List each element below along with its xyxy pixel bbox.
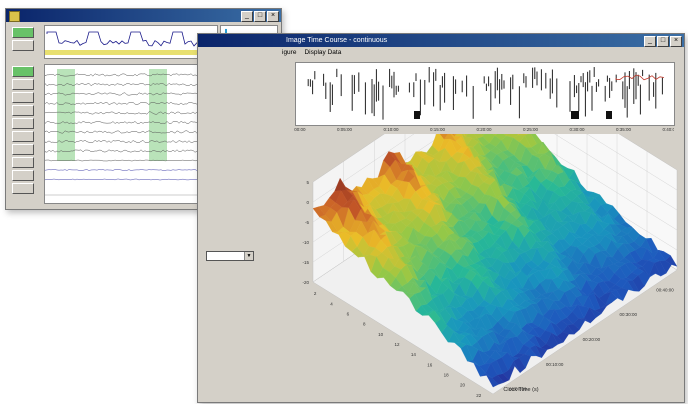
surface-cell — [463, 134, 466, 137]
back-close-button[interactable]: × — [267, 11, 279, 22]
sidebar-button-4[interactable] — [12, 92, 34, 103]
surface-cell — [481, 134, 485, 137]
raster-tick-label: 0:25:00 — [523, 127, 539, 132]
sidebar-button-11[interactable] — [12, 183, 34, 194]
raster-block-2 — [606, 111, 612, 119]
sidebar-button-6[interactable] — [12, 118, 34, 129]
highlight-region-0 — [57, 69, 75, 161]
raster-block-0 — [414, 111, 420, 119]
top-trace-plot — [45, 31, 217, 55]
time-tick-label: 00:10:00 — [546, 362, 564, 367]
back-window-titlebar[interactable]: _ □ × — [6, 9, 281, 22]
time-axis-label: Clock Time (s) — [503, 387, 538, 393]
x-tick-label: 2 — [314, 291, 317, 296]
sidebar-button-7[interactable] — [12, 131, 34, 142]
raster-tick-label: 0:35:00 — [616, 127, 632, 132]
z-tick-label: -5 — [305, 220, 309, 225]
sidebar-button-0[interactable] — [12, 27, 34, 38]
back-minimize-button[interactable]: _ — [241, 11, 253, 22]
z-tick-label: -20 — [302, 280, 309, 285]
surface-cell — [451, 134, 456, 137]
x-tick-label: 6 — [347, 311, 350, 316]
raster-x-axis: 0:00:00 0:05:00 0:10:00 0:15:00 0:20:00 0:25:… — [294, 127, 674, 132]
raster-tick-label: 0:05:00 — [337, 127, 353, 132]
back-top-trace-panel — [44, 25, 218, 59]
raster-red-trace — [615, 74, 665, 81]
z-tick-label: 0 — [306, 200, 309, 205]
raster-block-1 — [571, 111, 579, 119]
surface-plot: -20 -15 -10 -5 0 5 2 4 6 8 10 12 14 16 18 20 22 00:00:00 0… — [302, 134, 678, 398]
x-tick-label: 8 — [363, 322, 366, 327]
raster-tick-label: 0:30:00 — [569, 127, 585, 132]
sidebar-button-10[interactable] — [12, 170, 34, 181]
z-tick-label: -15 — [302, 260, 309, 265]
x-tick-label: 14 — [411, 352, 417, 357]
menu-item-1[interactable]: Display Data — [304, 49, 342, 56]
sidebar-button-5[interactable] — [12, 105, 34, 116]
chevron-down-icon[interactable]: ▼ — [244, 252, 253, 260]
raster-panel — [295, 62, 675, 126]
x-tick-label: 22 — [476, 393, 482, 398]
raster-tick-label: 0:20:00 — [476, 127, 492, 132]
menu-item-0[interactable]: igure — [282, 49, 297, 56]
front-maximize-button[interactable]: □ — [657, 36, 669, 47]
sidebar-button-2[interactable] — [12, 66, 34, 77]
front-window-titlebar[interactable]: Image Time Course - continuous _ □ × — [198, 34, 684, 47]
top-trace-line — [46, 31, 213, 47]
x-tick-label: 4 — [330, 301, 333, 306]
surface-cell — [312, 206, 326, 218]
x-tick-label: 18 — [444, 373, 450, 378]
front-close-button[interactable]: × — [670, 36, 682, 47]
time-tick-label: 00:20:00 — [583, 337, 601, 342]
raster-plot — [307, 67, 665, 120]
top-trace-band — [45, 50, 217, 55]
x-tick-label: 12 — [394, 342, 400, 347]
front-window: Image Time Course - continuous _ □ × igure… — [197, 33, 685, 403]
sidebar-button-3[interactable] — [12, 79, 34, 90]
app-icon — [9, 11, 20, 22]
highlight-region-1 — [149, 69, 167, 161]
time-tick-label: 00:00:00 — [509, 387, 527, 392]
front-window-title: Image Time Course - continuous — [286, 37, 388, 44]
raster-tick-label: 0:40:00 — [662, 127, 674, 132]
x-tick-label: 10 — [378, 332, 384, 337]
front-minimize-button[interactable]: _ — [644, 36, 656, 47]
sidebar-button-9[interactable] — [12, 157, 34, 168]
surface-mesh — [312, 134, 678, 388]
menu-bar: igure Display Data — [198, 47, 684, 58]
raster-tick-label: 0:00:00 — [294, 127, 306, 132]
time-tick-label: 00:30:00 — [619, 312, 637, 317]
sidebar-button-8[interactable] — [12, 144, 34, 155]
back-maximize-button[interactable]: □ — [254, 11, 266, 22]
x-tick-label: 20 — [460, 383, 466, 388]
channel-selector[interactable]: ▼ — [206, 251, 254, 261]
raster-tick-label: 0:10:00 — [383, 127, 399, 132]
z-tick-label: 5 — [306, 180, 309, 185]
surface-cell — [493, 134, 498, 136]
grid-line — [312, 134, 678, 203]
sidebar-button-1[interactable] — [12, 40, 34, 51]
surface-cell — [463, 134, 468, 137]
raster-tick-label: 0:15:00 — [430, 127, 446, 132]
x-tick-label: 16 — [427, 362, 433, 367]
z-tick-label: -10 — [302, 240, 309, 245]
time-tick-label: 00:40:00 — [656, 287, 674, 292]
